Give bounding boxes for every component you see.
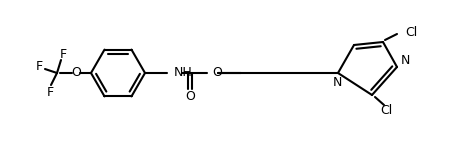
Text: O: O bbox=[71, 67, 81, 79]
Text: O: O bbox=[212, 66, 222, 78]
Text: N: N bbox=[400, 54, 410, 67]
Text: Cl: Cl bbox=[380, 105, 392, 117]
Text: O: O bbox=[185, 90, 195, 104]
Text: F: F bbox=[35, 60, 42, 74]
Text: F: F bbox=[46, 86, 54, 98]
Text: N: N bbox=[333, 76, 342, 88]
Text: NH: NH bbox=[174, 66, 193, 78]
Text: F: F bbox=[59, 48, 67, 61]
Text: Cl: Cl bbox=[405, 26, 417, 39]
